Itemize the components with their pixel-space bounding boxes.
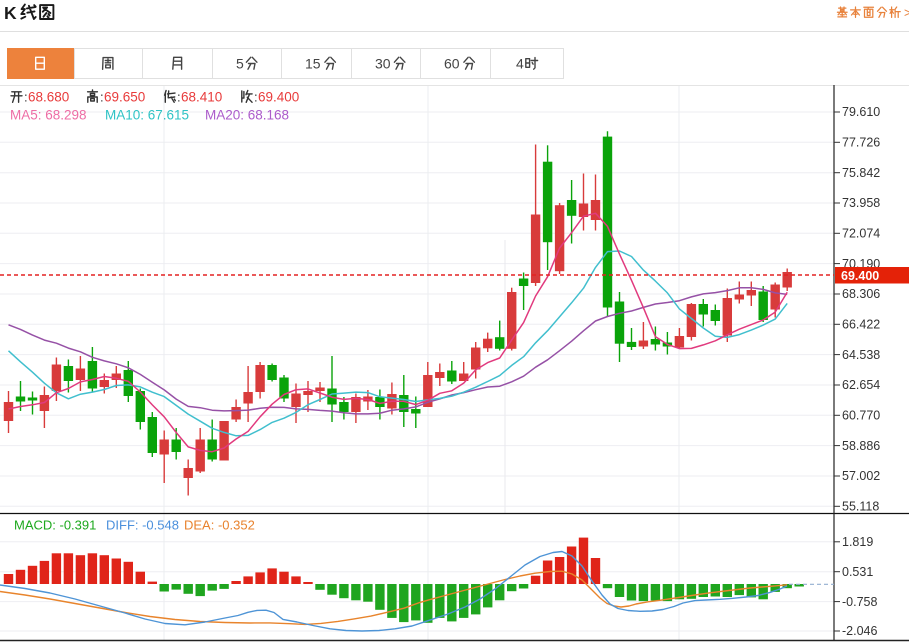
svg-text:68.410: 68.410 [181, 90, 222, 105]
svg-text:15: 15 [305, 56, 321, 72]
svg-text:75.842: 75.842 [842, 166, 880, 180]
svg-text:55.118: 55.118 [842, 500, 879, 514]
svg-text:MA20: 68.168: MA20: 68.168 [205, 108, 289, 123]
svg-text:MACD: -0.391: MACD: -0.391 [14, 518, 96, 533]
svg-text:-2.046: -2.046 [842, 624, 877, 638]
svg-text:69.400: 69.400 [841, 269, 879, 283]
svg-text:68.680: 68.680 [28, 90, 69, 105]
svg-text::: : [254, 90, 258, 105]
svg-text:69.400: 69.400 [258, 90, 299, 105]
svg-text::: : [100, 90, 104, 105]
svg-text:60: 60 [444, 56, 460, 72]
svg-text:69.650: 69.650 [104, 90, 145, 105]
svg-text:MA5: 68.298: MA5: 68.298 [10, 108, 87, 123]
svg-text:>: > [904, 6, 909, 20]
svg-text:73.958: 73.958 [842, 196, 880, 210]
svg-text:68.306: 68.306 [842, 287, 880, 301]
svg-text:5: 5 [236, 56, 244, 72]
svg-text:79.610: 79.610 [842, 105, 880, 119]
svg-text:-0.758: -0.758 [842, 595, 877, 609]
svg-text:4: 4 [516, 56, 524, 72]
svg-text:77.726: 77.726 [842, 136, 880, 150]
svg-text::: : [24, 90, 28, 105]
svg-text:72.074: 72.074 [842, 227, 880, 241]
svg-text:62.654: 62.654 [842, 378, 880, 392]
svg-text:64.538: 64.538 [842, 348, 880, 362]
svg-text:DEA: -0.352: DEA: -0.352 [184, 518, 255, 533]
svg-text:57.002: 57.002 [842, 469, 880, 483]
svg-text:0.531: 0.531 [842, 565, 873, 579]
svg-text:DIFF: -0.548: DIFF: -0.548 [106, 518, 179, 533]
svg-text:60.770: 60.770 [842, 409, 880, 423]
svg-text:66.422: 66.422 [842, 318, 880, 332]
svg-text:58.886: 58.886 [842, 439, 880, 453]
svg-text:MA10: 67.615: MA10: 67.615 [105, 108, 189, 123]
svg-text::: : [177, 90, 181, 105]
svg-text:30: 30 [375, 56, 391, 72]
svg-text:1.819: 1.819 [842, 535, 873, 549]
